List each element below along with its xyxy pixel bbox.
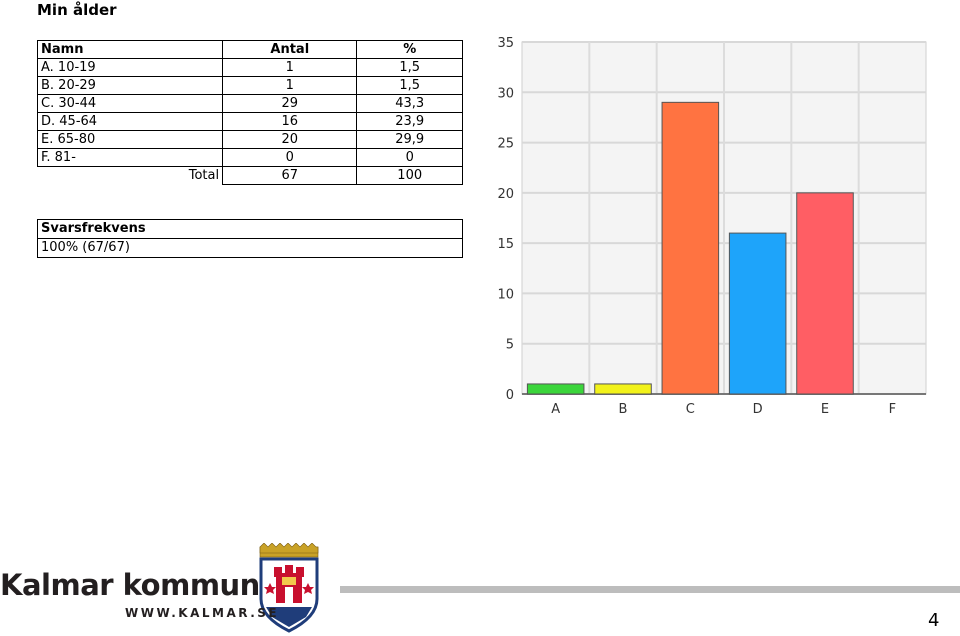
y-tick-label: 20 bbox=[497, 187, 514, 202]
row-percent: 43,3 bbox=[356, 94, 463, 113]
row-name: B. 20-29 bbox=[36, 76, 223, 95]
table-header-row: Namn Antal % bbox=[36, 40, 463, 59]
x-tick-label: B bbox=[619, 402, 628, 417]
bar bbox=[728, 232, 787, 395]
table-row: F. 81- 0 0 bbox=[36, 148, 463, 167]
bar-chart: 0 5 10 15 20 25 30 35 A B C D E F bbox=[497, 36, 927, 417]
bar bbox=[526, 383, 585, 395]
y-tick-label: 10 bbox=[497, 287, 514, 302]
footer-divider bbox=[340, 586, 960, 593]
row-percent: 1,5 bbox=[356, 58, 463, 77]
table-row: B. 20-29 1 1,5 bbox=[36, 76, 463, 95]
table-row: E. 65-80 20 29,9 bbox=[36, 130, 463, 149]
y-tick-label: 0 bbox=[506, 388, 514, 403]
kalmar-coat-of-arms-icon bbox=[259, 543, 319, 633]
total-label: Total bbox=[37, 166, 223, 185]
header-count: Antal bbox=[222, 40, 358, 59]
row-count: 1 bbox=[222, 58, 358, 77]
x-tick-label: A bbox=[551, 402, 560, 417]
row-count: 1 bbox=[222, 76, 358, 95]
page-number: 4 bbox=[928, 610, 940, 631]
x-tick-label: E bbox=[821, 402, 829, 417]
row-percent: 23,9 bbox=[356, 112, 463, 131]
response-rate-header: Svarsfrekvens bbox=[37, 219, 463, 239]
row-name: C. 30-44 bbox=[36, 94, 223, 113]
x-tick-label: F bbox=[889, 402, 896, 417]
row-percent: 0 bbox=[356, 148, 463, 167]
row-percent: 1,5 bbox=[356, 76, 463, 95]
bar bbox=[661, 101, 720, 395]
table-row: D. 45-64 16 23,9 bbox=[36, 112, 463, 131]
brand-url: WWW.KALMAR.SE bbox=[125, 606, 280, 620]
row-count: 16 bbox=[222, 112, 358, 131]
row-count: 20 bbox=[222, 130, 358, 149]
table-row: A. 10-19 1 1,5 bbox=[36, 58, 463, 77]
bar bbox=[594, 383, 652, 395]
brand-name: Kalmar kommun bbox=[0, 568, 260, 602]
y-tick-label: 25 bbox=[497, 137, 514, 152]
response-rate-table: Svarsfrekvens 100% (67/67) bbox=[37, 219, 463, 258]
row-name: A. 10-19 bbox=[36, 58, 223, 77]
response-rate-value: 100% (67/67) bbox=[37, 238, 463, 258]
page-title: Min ålder bbox=[37, 1, 117, 19]
header-percent: % bbox=[356, 40, 463, 59]
header-name: Namn bbox=[36, 40, 224, 59]
table-total-row: Total 67 100 bbox=[37, 166, 463, 185]
row-name: D. 45-64 bbox=[36, 112, 223, 131]
total-count: 67 bbox=[222, 166, 358, 185]
x-tick-label: D bbox=[753, 402, 763, 417]
bar bbox=[796, 192, 854, 395]
x-tick-label: C bbox=[686, 402, 695, 417]
y-tick-label: 35 bbox=[497, 36, 514, 51]
table-row: C. 30-44 29 43,3 bbox=[36, 94, 463, 113]
row-name: E. 65-80 bbox=[36, 130, 223, 149]
results-table: Namn Antal % A. 10-19 1 1,5 B. 20-29 1 1,5 C. … bbox=[36, 40, 463, 185]
y-tick-label: 5 bbox=[506, 338, 514, 353]
y-tick-label: 30 bbox=[497, 86, 514, 101]
row-count: 29 bbox=[222, 94, 358, 113]
row-name: F. 81- bbox=[36, 148, 223, 167]
row-percent: 29,9 bbox=[356, 130, 463, 149]
row-count: 0 bbox=[222, 148, 358, 167]
total-percent: 100 bbox=[356, 166, 463, 185]
y-tick-label: 15 bbox=[497, 237, 514, 252]
